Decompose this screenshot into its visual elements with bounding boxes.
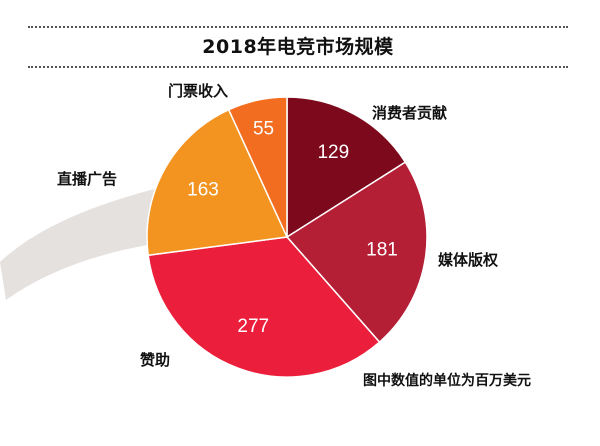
category-label-consumer: 消费者贡献 — [372, 104, 448, 122]
pie-slice-1 — [285, 161, 428, 344]
slice-value-label-2: 277 — [237, 316, 269, 337]
category-label-sponsorship: 赞助 — [140, 351, 171, 369]
unit-note: 图中数值的单位为百万美元 — [363, 373, 531, 389]
chart-title: 2018年电竞市场规模 — [202, 36, 394, 58]
pie-slice-4 — [227, 96, 288, 238]
slice-value-label-3: 163 — [187, 180, 219, 201]
slice-value-label-4: 55 — [253, 119, 274, 140]
pie-slice-2 — [147, 236, 381, 378]
title-band: 2018年电竞市场规模 — [28, 26, 568, 68]
slice-value-label-1: 181 — [366, 240, 398, 261]
slice-value-label-0: 129 — [317, 142, 349, 163]
category-label-tickets: 门票收入 — [168, 82, 229, 100]
category-label-media-rights: 媒体版权 — [438, 251, 499, 269]
pie-value-labels: 129 181 277 163 55 — [187, 119, 398, 337]
pie-slice-0 — [286, 96, 407, 239]
category-label-streaming-ads: 直播广告 — [57, 170, 118, 188]
pie-slices — [146, 96, 428, 378]
pie-slice-3 — [146, 108, 289, 257]
